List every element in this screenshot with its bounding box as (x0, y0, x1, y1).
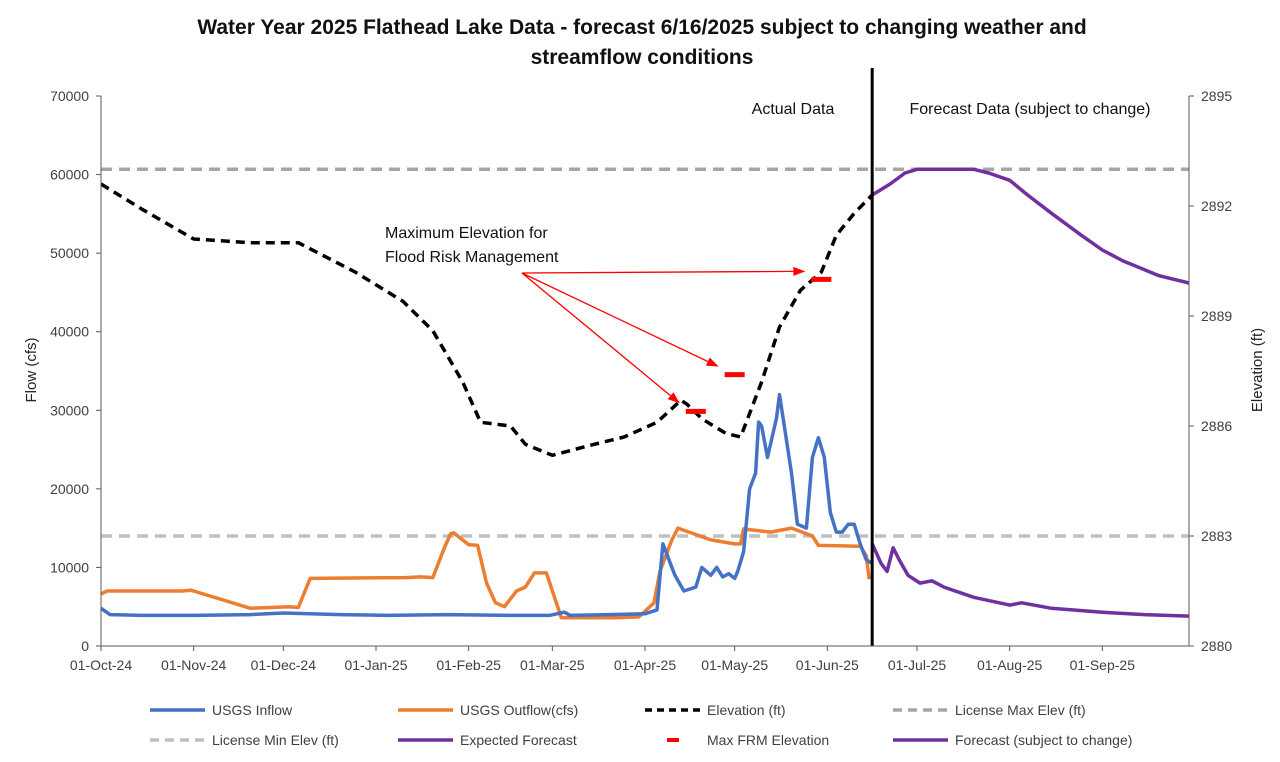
legend-label: License Max Elev (ft) (955, 702, 1086, 718)
x-tick-label: 01-Apr-25 (614, 657, 676, 673)
x-tick-label: 01-May-25 (701, 657, 768, 673)
forecast-data-label: Forecast Data (subject to change) (909, 101, 1150, 118)
frm-arrow-line (521, 270, 794, 274)
y2-axis-label: Elevation (ft) (1249, 328, 1266, 412)
series-line-expected-forecast (871, 167, 1190, 285)
frm-arrow-head (793, 266, 806, 276)
y-tick-label: 20000 (50, 481, 89, 497)
legend: USGS Inflow USGS Outflow(cfs) Elevation (f… (150, 702, 1132, 748)
legend-label: Elevation (ft) (707, 702, 786, 718)
y2-tick-label: 2883 (1201, 528, 1232, 544)
legend-item-usgs-outflow-cfs: USGS Outflow(cfs) (398, 702, 578, 718)
x-tick-label: 01-Jan-25 (344, 657, 407, 673)
frm-arrow-head (705, 357, 719, 367)
x-tick-label: 01-Jun-25 (796, 657, 859, 673)
legend-label: Expected Forecast (460, 732, 577, 748)
legend-item-license-min-elev-ft: License Min Elev (ft) (150, 732, 339, 748)
y-tick-label: 50000 (50, 245, 89, 261)
series-line-usgs-inflow (99, 392, 874, 618)
y2-tick-label: 2886 (1201, 418, 1232, 434)
y-tick-label: 60000 (50, 167, 89, 183)
frm-annotation-line-2: Flood Risk Management (385, 249, 559, 266)
legend-item-max-frm-elevation: Max FRM Elevation (667, 732, 829, 748)
legend-item-elevation-ft: Elevation (ft) (645, 702, 786, 718)
y2-tick-label: 2895 (1201, 88, 1232, 104)
y2-tick-label: 2889 (1201, 308, 1232, 324)
y-tick-label: 0 (81, 638, 89, 654)
x-tick-label: 01-Mar-25 (520, 657, 585, 673)
y-tick-label: 70000 (50, 88, 89, 104)
legend-label: USGS Inflow (212, 702, 293, 718)
x-tick-label: 01-Jul-25 (888, 657, 947, 673)
x-tick-label: 01-Oct-24 (70, 657, 132, 673)
frm-arrow-line (521, 272, 671, 397)
frm-annotation-line-1: Maximum Elevation for (385, 225, 548, 242)
frm-arrow-line (521, 272, 709, 363)
series-line-usgs-outflow-cfs (100, 526, 871, 620)
x-tick-label: 01-Aug-25 (977, 657, 1043, 673)
chart-title-line-1: Water Year 2025 Flathead Lake Data - for… (197, 16, 1086, 39)
legend-label: License Min Elev (ft) (212, 732, 339, 748)
series-line-elevation-ft (100, 182, 874, 458)
x-tick-label: 01-Dec-24 (251, 657, 317, 673)
legend-label: Forecast (subject to change) (955, 732, 1132, 748)
x-tick-label: 01-Nov-24 (161, 657, 227, 673)
legend-label: Max FRM Elevation (707, 732, 829, 748)
y-tick-label: 30000 (50, 402, 89, 418)
y-tick-label: 10000 (50, 559, 89, 575)
y2-tick-label: 2880 (1201, 638, 1232, 654)
chart-title-line-2: streamflow conditions (531, 46, 754, 69)
legend-item-license-max-elev-ft: License Max Elev (ft) (893, 702, 1086, 718)
frm-arrow-head (667, 392, 680, 404)
legend-item-expected-forecast: Expected Forecast (398, 732, 577, 748)
legend-item-usgs-inflow: USGS Inflow (150, 702, 293, 718)
y-axis-label: Flow (cfs) (23, 338, 40, 403)
x-tick-label: 01-Sep-25 (1070, 657, 1136, 673)
y-tick-label: 40000 (50, 324, 89, 340)
legend-item-forecast-subject-to-change: Forecast (subject to change) (893, 732, 1132, 748)
y2-tick-label: 2892 (1201, 198, 1232, 214)
legend-label: USGS Outflow(cfs) (460, 702, 578, 718)
series-line-forecast-subject-to-change (870, 543, 1190, 618)
axes: 0 10000 20000 30000 40000 50000 60000 70000 2880… (50, 88, 1232, 673)
actual-data-label: Actual Data (752, 101, 835, 118)
plot-area (99, 68, 1190, 646)
x-tick-label: 01-Feb-25 (436, 657, 501, 673)
